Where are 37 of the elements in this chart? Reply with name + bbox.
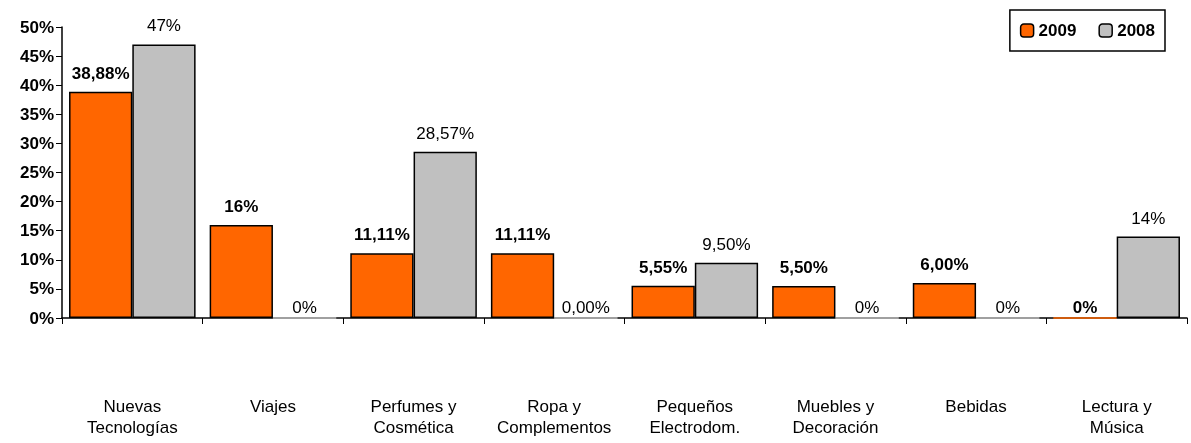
x-tick-label: Ropa y Complementos	[497, 397, 612, 437]
x-tick-label: Viajes	[249, 397, 296, 416]
data-label: 0%	[995, 297, 1020, 317]
data-label: 14%	[1131, 208, 1166, 228]
data-label: 11,11%	[494, 225, 551, 245]
y-tick-label: 15%	[19, 221, 54, 241]
y-tick-label: 20%	[19, 192, 54, 212]
x-tick-label: Lectura y Música	[1081, 397, 1153, 437]
data-label: 28,57%	[416, 123, 475, 143]
y-tick-label: 30%	[19, 133, 54, 153]
data-label: 9,50%	[702, 234, 751, 254]
x-tick-label: Nuevas Tecnologías	[86, 397, 178, 437]
y-tick-label: 45%	[19, 46, 54, 66]
data-label: 47%	[146, 16, 181, 36]
y-tick-label: 25%	[19, 163, 54, 182]
y-tick-label: 10%	[19, 250, 54, 270]
data-label: 0%	[1072, 297, 1098, 317]
data-label: 6,00%	[920, 255, 969, 275]
data-label: 0%	[292, 297, 317, 317]
data-label: 38,88%	[71, 63, 130, 83]
legend-label: 2009	[1038, 21, 1077, 40]
y-tick-label: 35%	[19, 104, 54, 124]
data-label: 11,11%	[354, 225, 410, 245]
y-tick-label: 0%	[29, 308, 54, 328]
x-tick-label: Bebidas	[945, 397, 1007, 416]
data-label: 5,50%	[779, 257, 828, 277]
legend-label: 2008	[1117, 21, 1156, 40]
data-label: 0,00%	[561, 297, 610, 317]
x-tick-label: Perfumes y Cosmética	[370, 397, 458, 437]
x-tick-label: Muebles y Decoración	[792, 397, 879, 437]
data-label: 16%	[224, 196, 259, 216]
y-tick-label: 40%	[19, 75, 54, 95]
x-tick-label: Pequeños Electrodom.	[649, 397, 741, 437]
y-tick-label: 50%	[19, 17, 54, 37]
y-tick-label: 5%	[29, 279, 54, 299]
data-label: 5,55%	[639, 257, 688, 277]
data-label: 0%	[854, 297, 880, 317]
